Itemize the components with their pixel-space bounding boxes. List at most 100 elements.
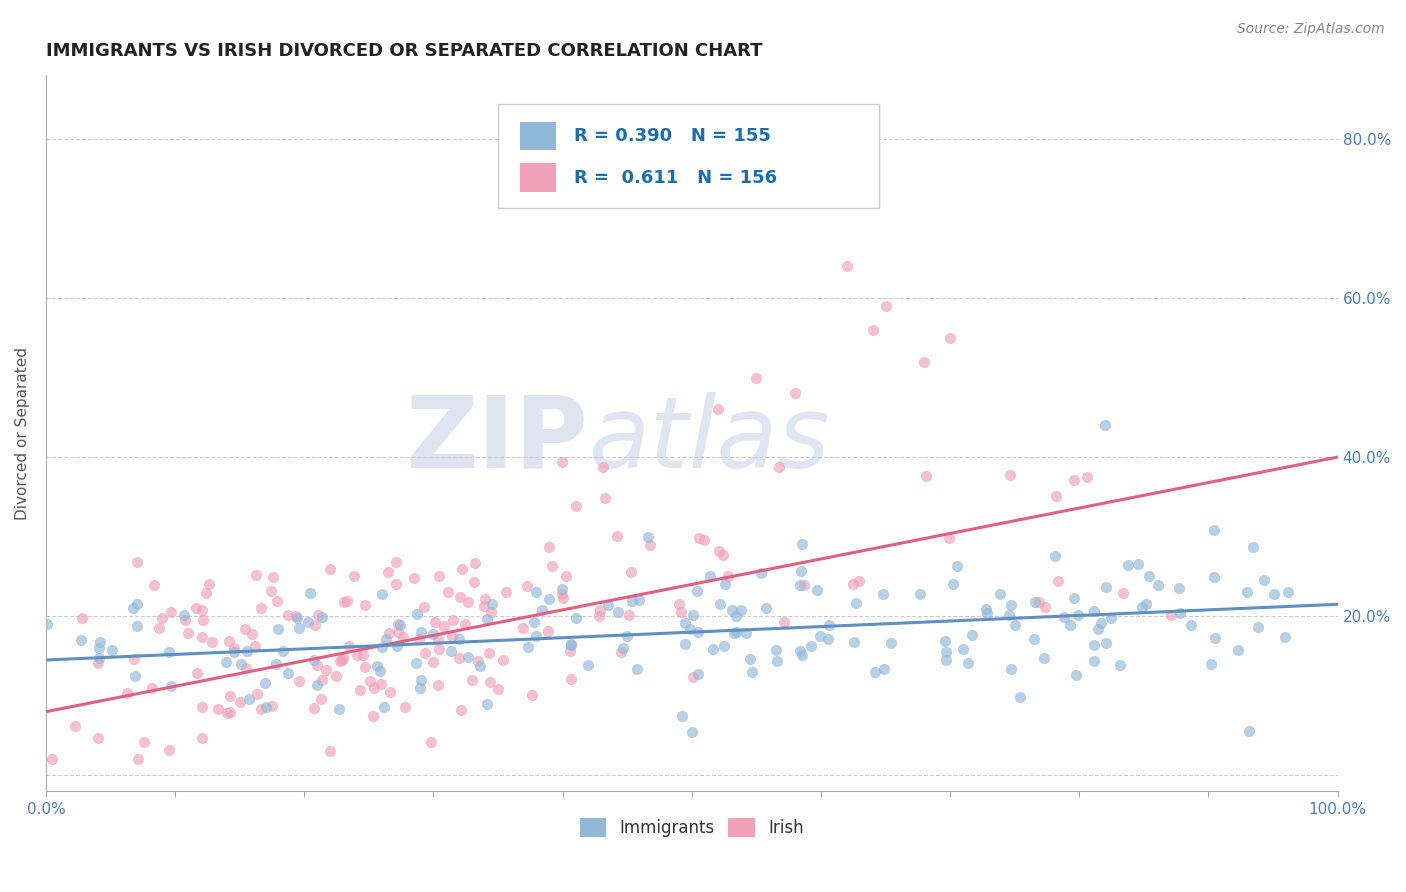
Point (343, 569, 366, 583)
Point (790, 537, 813, 551)
Point (191, 699, 214, 714)
Point (934, 633, 956, 648)
Point (427, 568, 450, 582)
Point (427, 678, 450, 692)
Point (610, 645, 633, 659)
Point (450, 703, 472, 717)
Point (297, 615, 319, 630)
Point (709, 598, 731, 612)
Point (880, 636, 903, 650)
Point (512, 621, 534, 635)
Point (215, 656, 238, 670)
Text: ZIP: ZIP (405, 392, 589, 489)
Point (433, 619, 456, 633)
Point (565, 611, 588, 625)
Point (486, 681, 509, 696)
Point (440, 630, 463, 644)
Point (447, 651, 470, 665)
Point (810, 195, 832, 210)
Point (1227, 643, 1250, 657)
Point (141, 681, 163, 695)
Point (755, 600, 778, 615)
Point (35, 616, 58, 631)
Point (1126, 557, 1149, 571)
Point (89, 651, 111, 665)
Point (935, 645, 957, 659)
Point (246, 687, 269, 701)
Point (467, 654, 489, 668)
Point (862, 323, 884, 337)
Point (478, 646, 501, 660)
Point (872, 662, 894, 676)
Point (288, 621, 311, 635)
Point (1109, 657, 1132, 672)
Point (405, 656, 427, 670)
Point (673, 616, 696, 631)
Point (998, 467, 1021, 482)
Point (411, 673, 433, 687)
Point (681, 724, 703, 739)
Point (311, 673, 333, 687)
Point (619, 607, 641, 622)
Point (817, 632, 839, 646)
Point (177, 626, 200, 640)
Point (41, 752, 63, 766)
Text: atlas: atlas (589, 392, 830, 489)
Point (122, 652, 145, 666)
Point (285, 609, 308, 624)
Point (87, 656, 110, 670)
Point (254, 700, 277, 714)
Point (449, 590, 471, 604)
Point (668, 598, 690, 612)
Point (219, 689, 242, 703)
Point (875, 299, 897, 313)
Point (194, 586, 217, 600)
Point (1247, 620, 1270, 634)
Point (1099, 611, 1122, 625)
Point (714, 577, 737, 591)
Point (262, 570, 284, 584)
Point (520, 688, 543, 702)
Point (808, 629, 831, 643)
Point (422, 626, 444, 640)
Point (495, 584, 517, 599)
Point (669, 605, 692, 619)
Point (593, 491, 616, 505)
Point (627, 592, 650, 607)
Point (1201, 657, 1223, 671)
Point (1028, 595, 1050, 609)
Point (354, 598, 377, 612)
Point (441, 613, 464, 627)
Point (523, 615, 546, 630)
Point (332, 651, 354, 665)
Point (157, 743, 180, 757)
Point (328, 702, 350, 716)
Point (1083, 638, 1105, 652)
Legend: Immigrants, Irish: Immigrants, Irish (574, 811, 811, 844)
Point (368, 665, 391, 679)
Point (420, 735, 443, 749)
Point (620, 565, 643, 579)
Point (1064, 668, 1087, 682)
Point (191, 603, 214, 617)
Point (530, 602, 553, 616)
Point (537, 591, 560, 606)
Point (429, 642, 451, 657)
Point (842, 634, 865, 648)
Point (159, 645, 181, 659)
Point (1239, 723, 1261, 738)
Point (560, 637, 582, 651)
Point (682, 670, 704, 684)
Point (524, 629, 547, 643)
Point (702, 642, 724, 657)
Point (792, 648, 814, 662)
Point (262, 699, 284, 714)
Point (378, 685, 401, 699)
Point (394, 700, 416, 714)
Point (551, 591, 574, 605)
Point (560, 638, 582, 652)
Point (1033, 600, 1056, 615)
Point (304, 617, 326, 632)
Point (406, 607, 429, 622)
Point (1063, 473, 1085, 487)
